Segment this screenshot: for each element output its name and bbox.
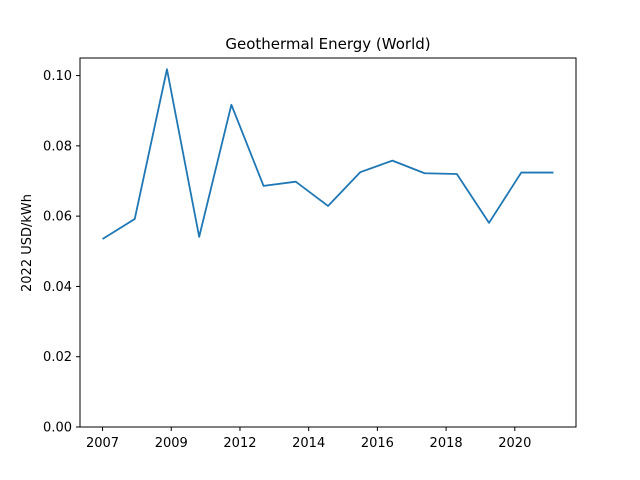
chart-title: Geothermal Energy (World) (225, 35, 430, 53)
x-tick-label: 2007 (86, 436, 119, 451)
y-tick-label: 0.08 (43, 139, 72, 154)
x-tick-label: 2014 (292, 436, 325, 451)
x-tick-label: 2020 (498, 436, 531, 451)
y-tick-label: 0.06 (43, 210, 72, 225)
x-tick-label: 2018 (430, 436, 463, 451)
x-tick-label: 2012 (223, 436, 256, 451)
y-tick-label: 0.04 (43, 280, 72, 295)
series-line (102, 68, 554, 240)
y-axis: 0.00 0.02 0.04 0.06 0.08 0.10 (43, 69, 80, 436)
x-tick-label: 2009 (155, 436, 188, 451)
x-tick-label: 2016 (361, 436, 394, 451)
plot-area: 2007 2009 2012 2014 2016 2018 2020 0.000.020.0… (43, 57, 577, 451)
y-tick-label: 0.00 (43, 421, 72, 436)
y-axis-label: 2022 USD/kWh (20, 194, 35, 292)
x-axis: 2007 2009 2012 2014 2016 2018 2020 (86, 427, 531, 451)
y-tick-label: 0.02 (43, 350, 72, 365)
axes-frame (79, 57, 577, 428)
series-layer (102, 68, 554, 240)
y-tick-label: 0.10 (43, 69, 72, 84)
